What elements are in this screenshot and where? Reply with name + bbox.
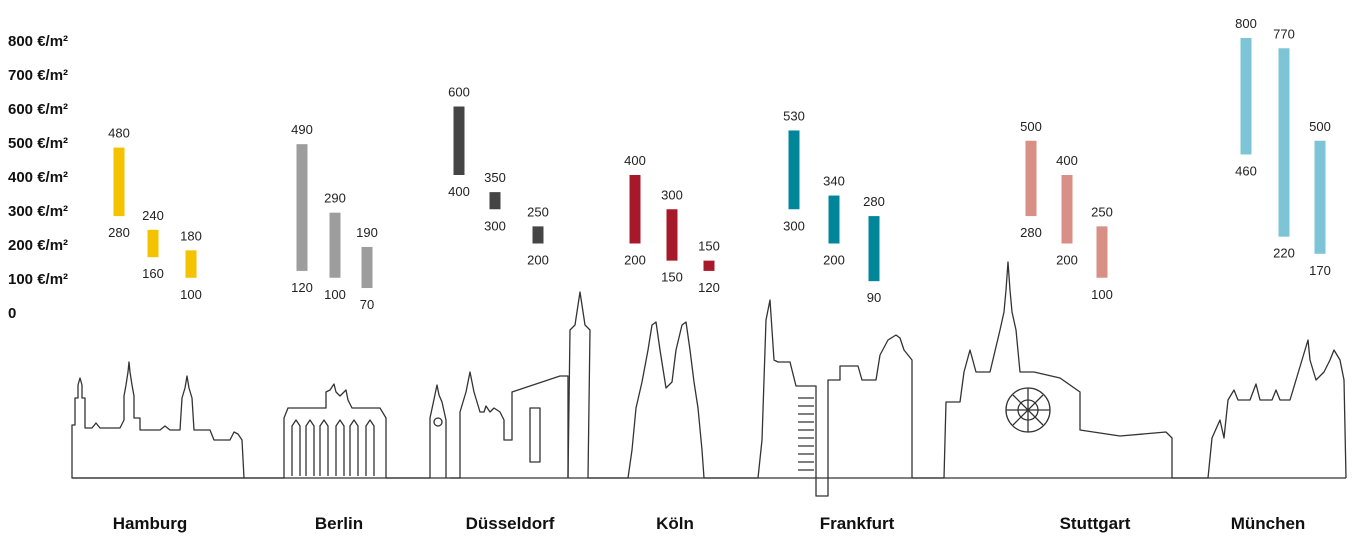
value-label-high-hamburg-2: 240 [142,208,164,223]
value-label-low-koeln-2: 150 [661,270,683,285]
city-label-stuttgart: Stuttgart [1059,514,1131,533]
value-label-high-hamburg-3: 180 [180,228,202,243]
value-label-low-duesseldorf-3: 200 [527,253,549,268]
value-label-low-duesseldorf-1: 400 [448,184,470,199]
value-label-low-berlin-2: 100 [324,287,346,302]
value-label-high-muenchen-3: 500 [1309,119,1331,134]
range-bar-muenchen-3 [1314,140,1326,254]
value-label-low-stuttgart-2: 200 [1056,253,1078,268]
range-bar-koeln-2 [666,209,678,261]
city-label-duesseldorf: Düsseldorf [465,514,555,533]
value-label-low-muenchen-3: 170 [1309,263,1331,278]
value-label-high-koeln-3: 150 [698,239,720,254]
y-tick-800: 800 €/m² [8,33,69,50]
value-label-low-koeln-3: 120 [698,280,720,295]
y-tick-700: 700 €/m² [8,67,69,84]
value-label-high-hamburg-1: 480 [108,126,130,141]
range-bar-koeln-3 [703,260,715,271]
range-bar-frankfurt-1 [788,130,800,210]
value-label-low-koeln-1: 200 [624,253,646,268]
y-tick-0: 0 [8,305,17,322]
range-bar-hamburg-2 [147,229,159,258]
value-label-low-duesseldorf-2: 300 [484,218,506,233]
y-tick-400: 400 €/m² [8,169,69,186]
value-label-high-frankfurt-2: 340 [823,174,845,189]
range-bar-hamburg-1 [113,147,125,217]
range-bar-stuttgart-1 [1025,140,1037,217]
y-tick-500: 500 €/m² [8,135,69,152]
city-label-hamburg: Hamburg [112,514,188,533]
value-label-high-frankfurt-1: 530 [783,108,805,123]
value-label-high-frankfurt-3: 280 [863,194,885,209]
city-label-frankfurt: Frankfurt [819,514,895,533]
range-bar-stuttgart-2 [1061,175,1073,244]
city-label-muenchen: München [1230,514,1306,533]
value-label-low-frankfurt-1: 300 [783,218,805,233]
range-bar-berlin-1 [296,144,308,271]
value-label-high-berlin-2: 290 [324,191,346,206]
value-label-high-muenchen-1: 800 [1235,16,1257,31]
value-label-high-berlin-3: 190 [356,225,378,240]
city-skyline-silhouette [71,261,1347,497]
value-label-low-stuttgart-3: 100 [1091,287,1113,302]
range-bar-frankfurt-2 [828,195,840,244]
y-tick-100: 100 €/m² [8,271,69,288]
range-bar-muenchen-2 [1278,48,1290,237]
range-bar-berlin-3 [361,246,373,289]
range-bar-duesseldorf-2 [489,192,501,210]
value-label-high-koeln-1: 400 [624,153,646,168]
range-bar-muenchen-1 [1240,38,1252,155]
y-tick-200: 200 €/m² [8,237,69,254]
value-label-high-stuttgart-3: 250 [1091,204,1113,219]
value-label-high-muenchen-2: 770 [1273,26,1295,41]
range-bar-duesseldorf-1 [453,106,465,175]
range-bar-koeln-1 [629,175,641,244]
range-bar-stuttgart-3 [1096,226,1108,278]
city-label-berlin: Berlin [314,514,364,533]
value-label-low-frankfurt-2: 200 [823,253,845,268]
value-label-high-berlin-1: 490 [291,122,313,137]
value-label-high-duesseldorf-3: 250 [527,204,549,219]
value-label-high-stuttgart-1: 500 [1020,119,1042,134]
value-label-low-hamburg-3: 100 [180,287,202,302]
range-bar-berlin-2 [329,212,341,278]
value-label-high-koeln-2: 300 [661,187,683,202]
value-label-high-duesseldorf-1: 600 [448,85,470,100]
y-tick-300: 300 €/m² [8,203,69,220]
value-label-low-muenchen-1: 460 [1235,163,1257,178]
value-label-low-berlin-3: 70 [360,297,374,312]
range-bar-duesseldorf-3 [532,226,544,244]
value-label-high-duesseldorf-2: 350 [484,170,506,185]
city-label-koeln: Köln [656,514,694,533]
value-label-low-berlin-1: 120 [291,280,313,295]
range-bar-hamburg-3 [185,250,197,278]
value-label-low-stuttgart-1: 280 [1020,225,1042,240]
y-tick-600: 600 €/m² [8,101,69,118]
value-label-high-stuttgart-2: 400 [1056,153,1078,168]
value-label-low-muenchen-2: 220 [1273,246,1295,261]
value-label-low-hamburg-1: 280 [108,225,130,240]
value-label-low-frankfurt-3: 90 [867,290,881,305]
range-bar-frankfurt-3 [868,216,880,282]
value-label-low-hamburg-2: 160 [142,266,164,281]
